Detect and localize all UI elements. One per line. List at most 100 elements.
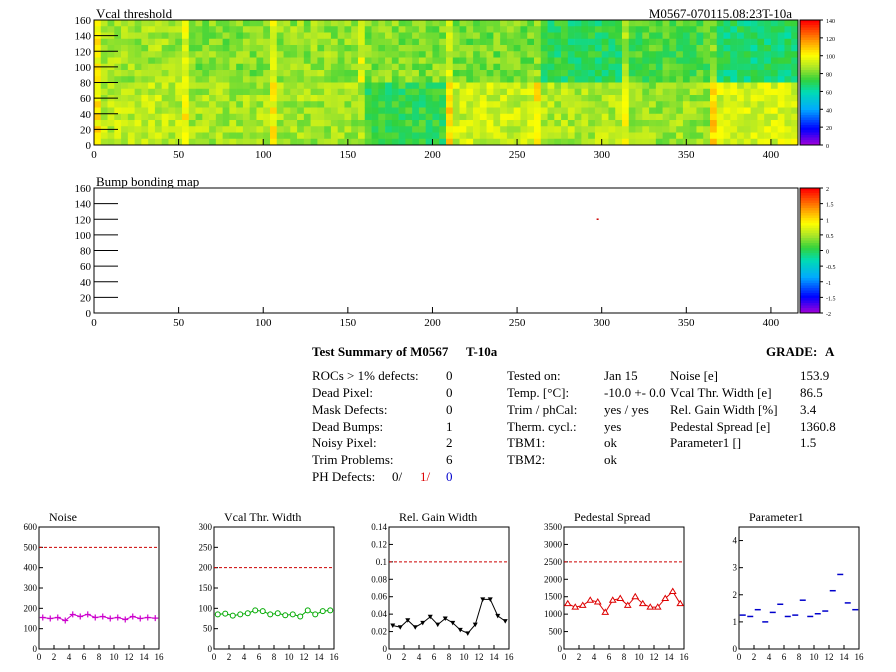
heatmap-cell xyxy=(337,45,345,52)
heatmap-cell xyxy=(154,82,162,90)
heatmap-cell xyxy=(534,63,542,71)
heatmap-cell xyxy=(344,107,352,115)
heatmap-cell xyxy=(730,126,738,133)
heatmap-cell xyxy=(547,38,555,46)
heatmap-cell xyxy=(317,26,325,33)
heatmap-cell xyxy=(567,70,575,77)
heatmap-cell xyxy=(161,45,169,52)
heatmap-cell xyxy=(229,120,237,127)
heatmap-cell xyxy=(344,82,352,90)
palette-swatch xyxy=(800,67,820,71)
heatmap-cell xyxy=(500,45,508,52)
palette-swatch xyxy=(800,95,820,98)
heatmap-cell xyxy=(459,63,467,71)
heatmap-cell xyxy=(229,126,237,133)
heatmap-cell xyxy=(425,138,433,146)
heatmap-cell xyxy=(764,138,772,146)
heatmap-cell xyxy=(242,120,250,127)
heatmap-cell xyxy=(141,113,149,121)
x-tick-label: 16 xyxy=(505,652,515,662)
heatmap-cell xyxy=(581,26,589,33)
heatmap-cell xyxy=(567,126,575,133)
heatmap-cell xyxy=(154,26,162,33)
heatmap-cell xyxy=(371,45,379,52)
heatmap-cell xyxy=(682,63,690,71)
heatmap-cell xyxy=(486,107,494,115)
heatmap-cell xyxy=(195,82,203,90)
heatmap-cell xyxy=(479,38,487,46)
heatmap-cell xyxy=(486,138,494,146)
heatmap-cell xyxy=(391,70,399,77)
palette-swatch xyxy=(800,137,820,141)
heatmap-cell xyxy=(723,20,731,27)
heatmap-cell xyxy=(94,107,102,115)
heatmap-cell xyxy=(432,32,440,40)
heatmap-cell xyxy=(506,63,514,71)
heatmap-cell xyxy=(337,101,345,108)
heatmap-cell xyxy=(547,132,555,140)
heatmap-cell xyxy=(256,120,264,127)
heatmap-cell xyxy=(784,95,792,102)
heatmap-cell xyxy=(520,32,528,40)
y-tick-label: 300 xyxy=(199,522,213,532)
heatmap-cell xyxy=(317,20,325,27)
heatmap-cell xyxy=(398,107,406,115)
heatmap-cell xyxy=(385,107,393,115)
heatmap-cell xyxy=(391,20,399,27)
heatmap-cell xyxy=(757,51,765,58)
heatmap-cell xyxy=(263,63,271,71)
heatmap-cell xyxy=(182,82,190,90)
heatmap-cell xyxy=(161,38,169,46)
heatmap-cell xyxy=(642,76,650,83)
heatmap-cell xyxy=(202,82,210,90)
heatmap-cell xyxy=(628,132,636,140)
heatmap-cell xyxy=(655,20,663,27)
heatmap-cell xyxy=(710,51,718,58)
heatmap-cell xyxy=(330,32,338,40)
data-point xyxy=(282,612,289,619)
heatmap-cell xyxy=(452,76,460,83)
heatmap-cell xyxy=(249,57,257,65)
heatmap-cell xyxy=(283,51,291,58)
heatmap-cell xyxy=(446,32,454,40)
heatmap-cell xyxy=(324,107,332,115)
y-tick-label: 50 xyxy=(203,624,213,634)
heatmap-cell xyxy=(696,132,704,140)
heatmap-cell xyxy=(743,126,751,133)
data-point xyxy=(412,625,418,630)
x-tick-label: 300 xyxy=(593,317,610,329)
heatmap-cell xyxy=(784,32,792,40)
heatmap-cell xyxy=(297,70,305,77)
heatmap-cell xyxy=(669,45,677,52)
heatmap-cell xyxy=(175,32,183,40)
x-tick-label: 50 xyxy=(173,317,185,329)
heatmap-cell xyxy=(378,70,386,77)
heatmap-cell xyxy=(182,70,190,77)
heatmap-cell xyxy=(107,120,115,127)
heatmap-cell xyxy=(175,51,183,58)
data-point xyxy=(397,625,403,630)
heatmap-cell xyxy=(791,132,799,140)
heatmap-cell xyxy=(473,63,481,71)
heatmap-cell xyxy=(520,38,528,46)
heatmap-cell xyxy=(371,88,379,96)
x-tick-label: 8 xyxy=(97,652,102,662)
heatmap-cell xyxy=(283,107,291,115)
heatmap-cell xyxy=(750,101,758,108)
heatmap-cell xyxy=(493,95,501,102)
heatmap-cell xyxy=(114,26,122,33)
x-tick-label: 150 xyxy=(340,149,357,161)
heatmap-cell xyxy=(622,32,630,40)
data-point xyxy=(304,607,311,614)
heatmap-cell xyxy=(330,82,338,90)
heatmap-cell xyxy=(777,57,785,65)
heatmap-cell xyxy=(270,63,278,71)
heatmap-cell xyxy=(506,76,514,83)
heatmap-cell xyxy=(561,26,569,33)
heatmap-cell xyxy=(520,126,528,133)
heatmap-cell xyxy=(513,95,521,102)
heatmap-cell xyxy=(784,126,792,133)
y-tick-label: 3500 xyxy=(544,522,563,532)
heatmap-cell xyxy=(628,82,636,90)
